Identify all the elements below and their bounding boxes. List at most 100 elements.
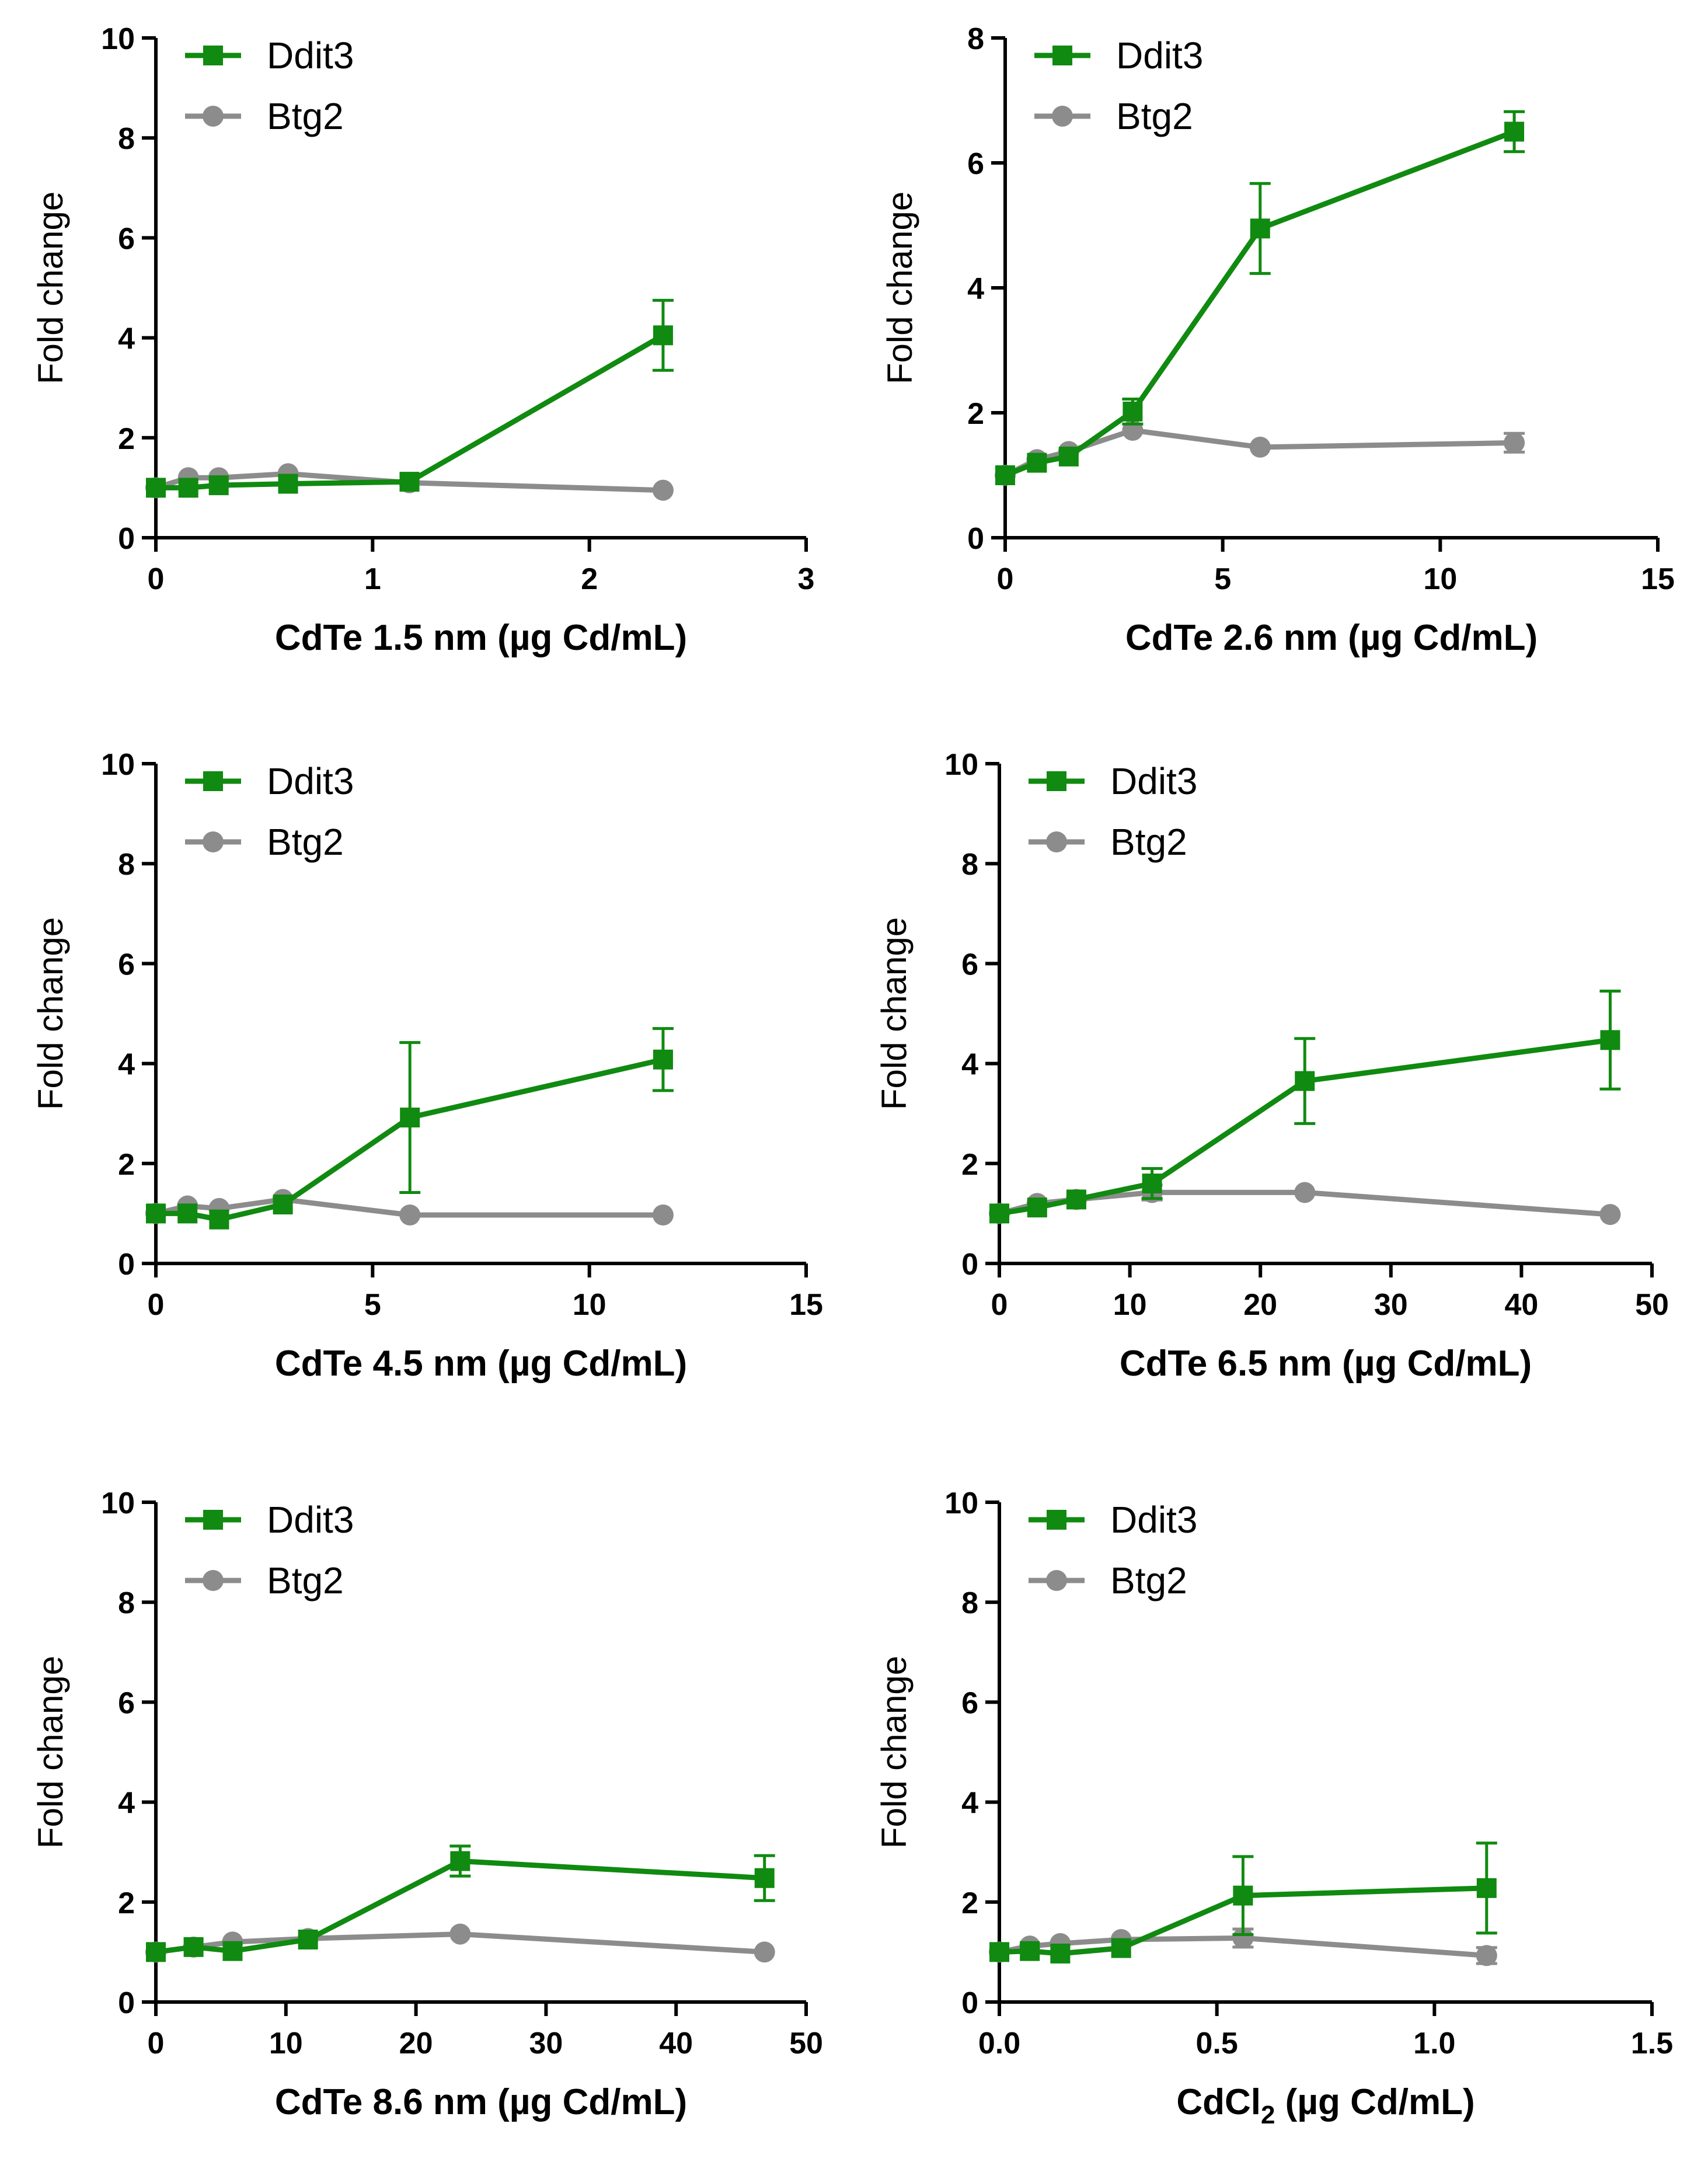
data-point xyxy=(1142,1174,1162,1194)
x-tick-label: 2 xyxy=(581,562,598,596)
x-tick-label: 1.5 xyxy=(1631,2027,1673,2060)
series-ddit3 xyxy=(989,989,1621,1224)
y-tick-label: 4 xyxy=(961,1787,978,1820)
x-tick-label: 0.0 xyxy=(978,2027,1020,2060)
chart-panel-1: 0 2 4 6 8 10 0 1 2 3 Fold change CdTe 1.5 nm (µg Cd… xyxy=(31,22,814,658)
y-tick-label: 4 xyxy=(967,272,984,306)
y-tick-label: 10 xyxy=(101,1486,135,1520)
y-tick-label: 10 xyxy=(101,748,135,782)
legend: Ddit3 Btg2 xyxy=(185,1499,354,1602)
data-point xyxy=(1027,1197,1047,1218)
x-tick-label: 0 xyxy=(148,1288,165,1322)
series-ddit3 xyxy=(146,298,674,498)
y-tick-label: 2 xyxy=(961,1886,978,1920)
legend-label: Ddit3 xyxy=(1110,760,1197,802)
data-point xyxy=(177,1203,198,1224)
legend-label: Ddit3 xyxy=(1116,34,1203,76)
x-tick-label: 10 xyxy=(573,1288,606,1322)
legend-label: Btg2 xyxy=(267,95,344,137)
data-point xyxy=(1476,1945,1497,1966)
data-point xyxy=(1111,1938,1131,1958)
y-axis-label: Fold change xyxy=(874,1656,914,1848)
x-tick-label: 0 xyxy=(991,1288,1008,1322)
y-tick-label: 2 xyxy=(118,422,135,456)
x-tick-label: 1.0 xyxy=(1413,2027,1455,2060)
chart-panel-4: 0 2 4 6 8 10 0 10 20 30 40 50 Fold change CdTe 6.5 nm… xyxy=(874,748,1669,1384)
series-ddit3 xyxy=(146,1844,775,1962)
data-point xyxy=(1249,436,1271,458)
y-tick-label: 10 xyxy=(101,22,135,56)
series-line xyxy=(156,333,665,490)
legend-label: Btg2 xyxy=(1110,1559,1187,1602)
y-tick-label: 6 xyxy=(961,1686,978,1720)
data-point xyxy=(995,465,1015,485)
x-tick-label: 0 xyxy=(148,2027,165,2060)
y-axis-label: Fold change xyxy=(31,917,70,1110)
chart-panel-3: 0 2 4 6 8 10 0 5 10 15 Fold change CdTe 4.5 nm (µg … xyxy=(31,748,823,1384)
legend-marker xyxy=(1047,771,1066,791)
legend: Ddit3 Btg2 xyxy=(185,760,354,863)
data-point xyxy=(146,1942,166,1962)
legend-marker xyxy=(1047,1510,1066,1530)
y-tick-label: 0 xyxy=(961,1986,978,2020)
data-point xyxy=(1476,1878,1497,1898)
data-point xyxy=(1599,1204,1621,1226)
y-tick-label: 4 xyxy=(961,1048,978,1082)
y-tick-label: 0 xyxy=(961,1248,978,1282)
y-tick-label: 6 xyxy=(118,948,135,981)
x-tick-label: 40 xyxy=(1504,1288,1538,1322)
y-axis-label: Fold change xyxy=(874,917,914,1110)
data-point xyxy=(399,472,420,492)
legend-marker xyxy=(203,1510,223,1530)
data-point xyxy=(1295,1071,1315,1091)
data-point xyxy=(209,1209,229,1230)
y-tick-label: 6 xyxy=(118,1686,135,1720)
data-point xyxy=(653,1049,673,1070)
data-point xyxy=(278,474,298,494)
y-tick-label: 4 xyxy=(118,1048,135,1082)
chart-panel-2: 0 2 4 6 8 0 5 10 15 Fold change CdTe 2.6 nm (µg Cd… xyxy=(880,22,1675,658)
series-ddit3 xyxy=(146,1027,674,1230)
legend-marker xyxy=(203,1570,224,1591)
data-point xyxy=(1058,446,1079,466)
legend-label: Ddit3 xyxy=(1110,1499,1197,1541)
data-point xyxy=(652,479,674,501)
x-axis-label-subscript: 2 xyxy=(1261,2101,1275,2129)
x-tick-label: 5 xyxy=(364,1288,381,1322)
y-tick-label: 10 xyxy=(944,1486,978,1520)
y-tick-label: 2 xyxy=(118,1148,135,1182)
y-tick-label: 0 xyxy=(118,1986,135,2020)
legend-label: Btg2 xyxy=(1110,821,1187,863)
data-point xyxy=(754,1941,775,1963)
x-tick-label: 15 xyxy=(1641,562,1675,596)
legend-marker xyxy=(203,831,224,852)
data-point xyxy=(1504,121,1525,142)
y-axis-label: Fold change xyxy=(31,192,70,384)
y-tick-label: 8 xyxy=(961,1586,978,1620)
y-axis-label: Fold change xyxy=(880,192,919,384)
data-point xyxy=(1504,432,1525,454)
y-tick-label: 2 xyxy=(967,397,984,431)
y-tick-label: 6 xyxy=(118,222,135,256)
data-point xyxy=(1123,401,1143,422)
x-axis-label: CdTe 4.5 nm (µg Cd/mL) xyxy=(275,1343,687,1384)
x-tick-label: 50 xyxy=(789,2027,823,2060)
data-point xyxy=(1233,1885,1253,1906)
y-tick-label: 2 xyxy=(961,1148,978,1182)
y-tick-label: 8 xyxy=(967,22,984,56)
y-tick-label: 8 xyxy=(118,1586,135,1620)
x-tick-label: 0 xyxy=(148,562,165,596)
legend-marker xyxy=(203,771,223,791)
data-point xyxy=(450,1851,470,1871)
y-tick-label: 2 xyxy=(118,1886,135,1920)
legend-marker xyxy=(1046,831,1067,852)
legend: Ddit3 Btg2 xyxy=(1034,34,1203,137)
legend-label: Btg2 xyxy=(1116,95,1193,137)
x-axis-label: CdTe 1.5 nm (µg Cd/mL) xyxy=(275,618,687,658)
data-point xyxy=(449,1923,471,1945)
x-tick-label: 10 xyxy=(1423,562,1457,596)
data-point xyxy=(989,1942,1009,1962)
series-ddit3 xyxy=(995,110,1525,485)
legend-label: Ddit3 xyxy=(267,1499,354,1541)
